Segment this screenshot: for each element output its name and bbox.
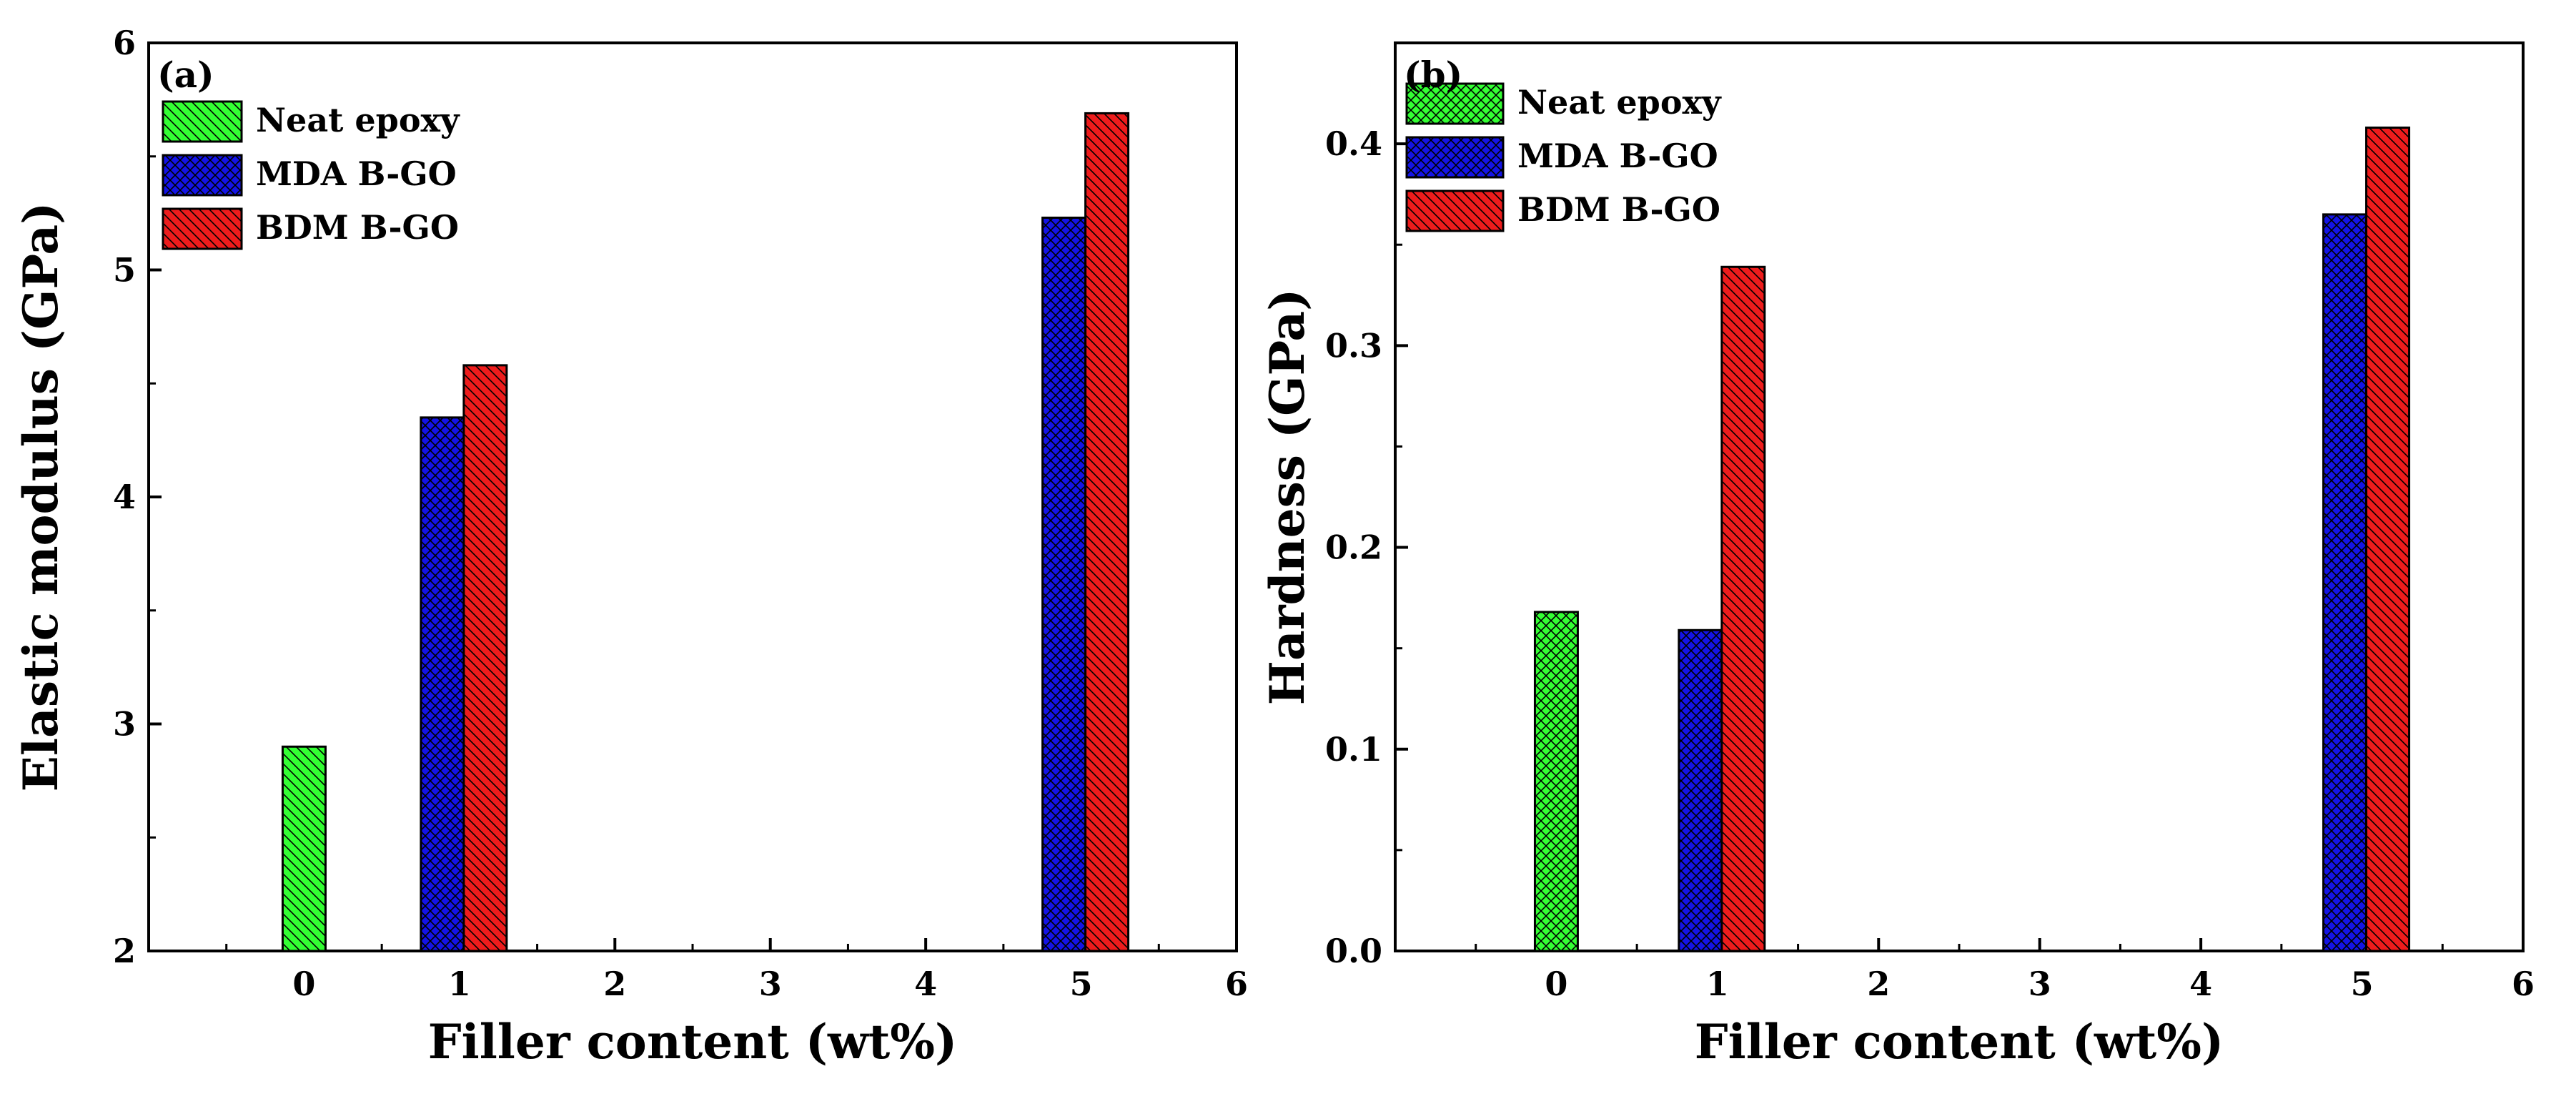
y-axis-label: Hardness (GPa) <box>1259 289 1315 706</box>
x-tick-label: 0 <box>292 965 315 1003</box>
bar-mda-b-go-x5 <box>1041 216 1087 952</box>
bar-bdm-b-go-x1 <box>1720 265 1766 952</box>
legend-label-bdm-b-go: BDM B-GO <box>256 208 459 247</box>
y-tick-label: 0.3 <box>1325 326 1382 365</box>
panel-label: (a) <box>157 54 214 96</box>
x-tick-label: 2 <box>1867 965 1890 1003</box>
bar-bdm-b-go-x5 <box>1084 112 1130 952</box>
bar-mda-b-go-x1 <box>420 416 465 952</box>
x-tick-label: 4 <box>2189 965 2212 1003</box>
chart-panel-0: 2 3 4 5 6 0 1 2 3 4 5 6 Neat epoxy MDA B-GO BDM B-GO (a… <box>13 24 1248 1070</box>
y-tick-label: 5 <box>113 251 136 290</box>
x-tick-label: 1 <box>1706 965 1729 1003</box>
panel-label: (b) <box>1404 54 1462 96</box>
y-tick-label: 0.1 <box>1325 730 1382 769</box>
x-axis-label: Filler content (wt%) <box>428 1014 957 1070</box>
legend-swatch-bdm-b-go <box>162 207 243 250</box>
x-tick-label: 2 <box>603 965 626 1003</box>
y-tick-label: 6 <box>113 24 136 62</box>
bar-bdm-b-go-x5 <box>2365 127 2411 952</box>
y-tick-label: 0.4 <box>1325 124 1382 163</box>
legend-label-neat-epoxy: Neat epoxy <box>1517 83 1722 122</box>
legend-swatch-mda-b-go <box>162 154 243 197</box>
x-tick-label: 3 <box>759 965 782 1003</box>
x-tick-label: 5 <box>2351 965 2374 1003</box>
y-axis-label: Elastic modulus (GPa) <box>13 202 69 792</box>
x-tick-label: 6 <box>1225 965 1248 1003</box>
x-axis-label: Filler content (wt%) <box>1695 1014 2224 1070</box>
legend-label-mda-b-go: MDA B-GO <box>1517 137 1718 175</box>
x-tick-label: 3 <box>2028 965 2051 1003</box>
legend-label-mda-b-go: MDA B-GO <box>256 154 457 193</box>
legend-swatch-bdm-b-go <box>1405 189 1505 232</box>
y-tick-label: 4 <box>113 478 136 516</box>
y-tick-label: 0.0 <box>1325 932 1382 970</box>
x-tick-label: 5 <box>1070 965 1093 1003</box>
legend-swatch-neat-epoxy <box>162 100 243 143</box>
bar-neat-epoxy-x0 <box>281 745 327 952</box>
bar-neat-epoxy-x0 <box>1533 611 1579 952</box>
bar-mda-b-go-x1 <box>1678 628 1723 952</box>
legend-label-bdm-b-go: BDM B-GO <box>1517 190 1720 229</box>
y-tick-label: 3 <box>113 705 136 744</box>
x-tick-label: 6 <box>2512 965 2535 1003</box>
x-tick-label: 4 <box>914 965 937 1003</box>
y-tick-label: 2 <box>113 932 136 970</box>
x-tick-label: 1 <box>448 965 471 1003</box>
bar-bdm-b-go-x1 <box>462 364 508 952</box>
chart-panel-1: 0.0 0.1 0.2 0.3 0.4 0 1 2 3 4 5 6 Neat epoxy MDA B-GO… <box>1259 41 2535 1070</box>
legend-swatch-mda-b-go <box>1405 136 1505 179</box>
x-tick-label: 0 <box>1545 965 1567 1003</box>
legend-label-neat-epoxy: Neat epoxy <box>256 101 460 139</box>
y-tick-label: 0.2 <box>1325 528 1382 567</box>
bar-mda-b-go-x5 <box>2322 213 2368 952</box>
legend-swatch-neat-epoxy <box>1405 82 1505 125</box>
